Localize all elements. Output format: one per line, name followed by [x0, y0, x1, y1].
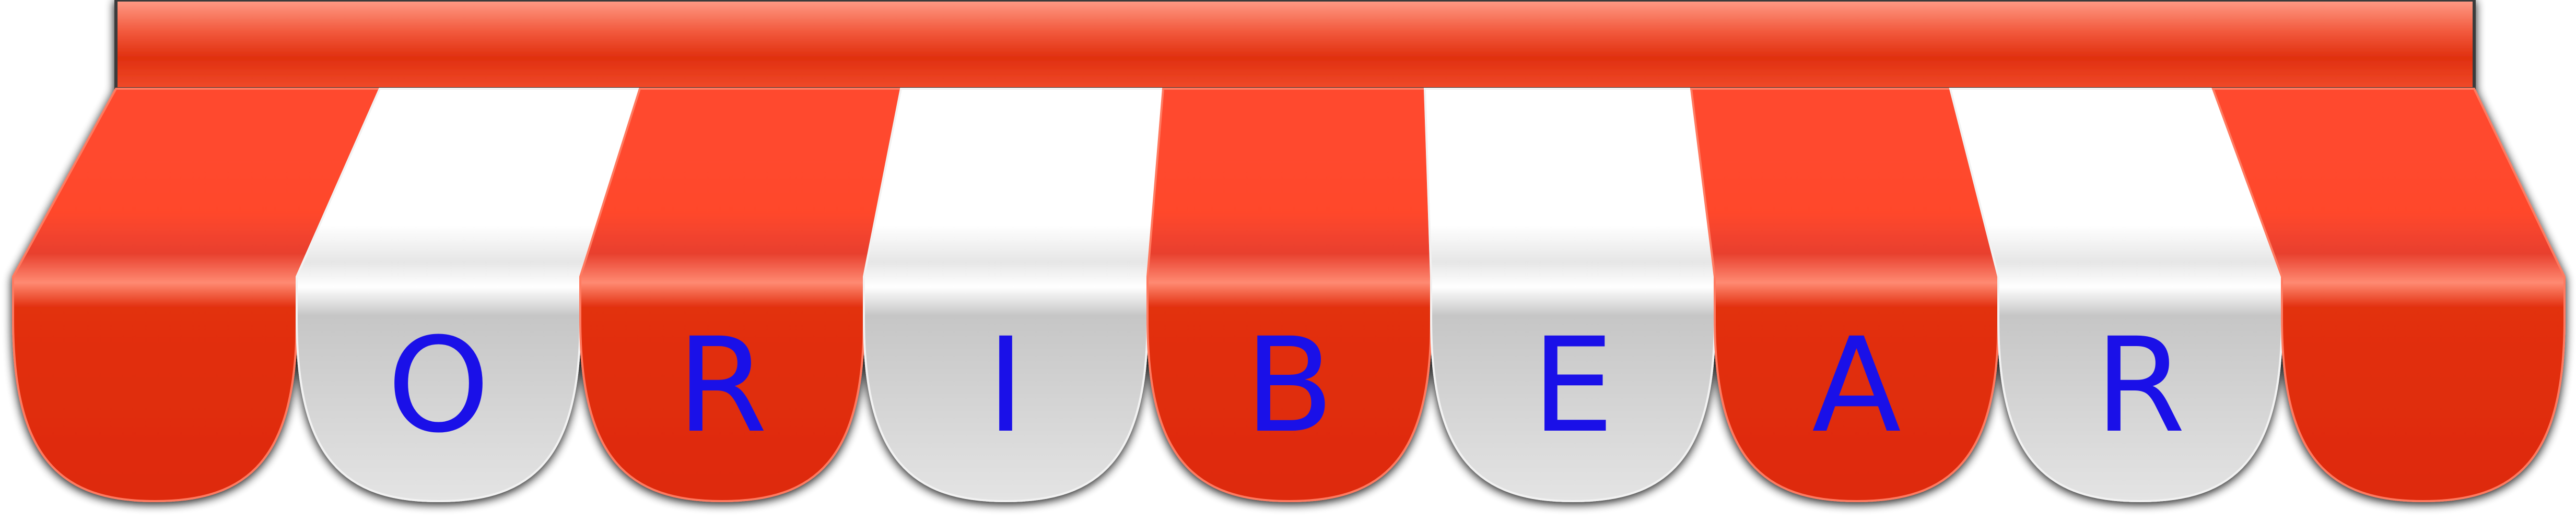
awning-letter: O: [387, 310, 490, 461]
awning-body: [12, 0, 2566, 503]
awning-letter: I: [987, 310, 1025, 461]
awning-stripe-white: [1949, 88, 2283, 503]
awning-stripe-white: [863, 88, 1165, 503]
awning-valance: [114, 0, 2476, 90]
awning-stripe-red: [1146, 88, 1432, 503]
awning-stripe-red: [2211, 88, 2566, 503]
awning-stripe-red: [12, 88, 382, 503]
awning-stripe-white: [296, 88, 641, 503]
awning-letter: B: [1245, 310, 1334, 461]
awning-letter: R: [677, 310, 768, 461]
awning-stripe-red: [1690, 88, 1999, 503]
awning-stripe-red: [579, 88, 903, 503]
awning-letter: A: [1812, 310, 1901, 461]
awning-letter: E: [1532, 310, 1614, 461]
awning-stripe-white: [1423, 88, 1716, 503]
awning-letter: R: [2095, 310, 2186, 461]
